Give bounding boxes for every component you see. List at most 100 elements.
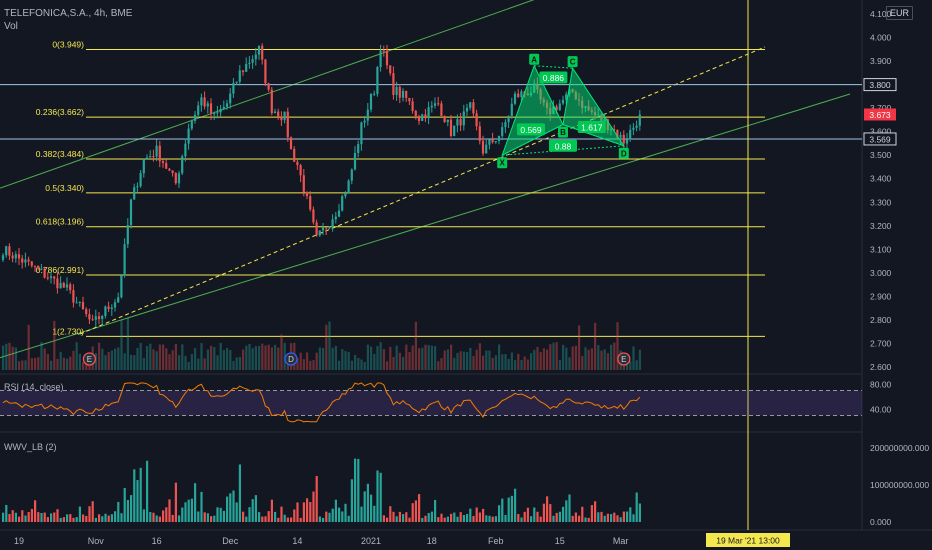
wwv-bar [296, 502, 299, 522]
wwv-bar [626, 511, 629, 522]
volume-bar [210, 345, 213, 370]
candle-body [14, 254, 17, 259]
wwv-bar [101, 516, 104, 522]
wwv-bar [34, 500, 37, 522]
volume-bar [50, 360, 53, 370]
wwv-bar [107, 515, 110, 522]
wwv-bar [290, 517, 293, 522]
wwv-bar [494, 516, 497, 522]
volume-bar [270, 347, 273, 370]
candle-body [289, 137, 293, 149]
wwv-bar [82, 514, 85, 522]
wwv-bar [456, 516, 459, 522]
volume-bar [562, 344, 565, 370]
volume-bar [226, 347, 229, 370]
volume-bar [312, 360, 315, 370]
pattern-ratio-label: 1.617 [581, 122, 603, 132]
candle-body [405, 90, 408, 98]
price-tag-box [863, 78, 897, 92]
candle-body [101, 315, 104, 320]
wwv-bar [309, 502, 312, 522]
volume-bar [107, 352, 110, 370]
wwv-bar [603, 515, 606, 522]
volume-bar [370, 346, 373, 370]
candle-body [497, 135, 501, 142]
volume-bar [254, 346, 257, 370]
pattern-point-label: X [500, 159, 506, 168]
candle-body [193, 114, 197, 121]
wwv-bar [411, 503, 414, 522]
volume-bar [322, 347, 325, 370]
wwv-bar [610, 514, 613, 522]
candle-body [229, 93, 232, 104]
wwv-bar [184, 502, 187, 522]
rsi-line [2, 382, 641, 423]
wwv-bar [549, 504, 552, 522]
volume-bar [466, 352, 469, 370]
wwv-bar [466, 514, 469, 522]
wwv-bar [187, 499, 190, 522]
volume-bar [501, 354, 504, 370]
candle-body [277, 111, 280, 117]
wwv-bar [206, 513, 209, 522]
volume-bar [379, 342, 382, 370]
wwv-bar [635, 492, 638, 522]
candle-body [152, 156, 155, 158]
volume-bar [366, 344, 369, 370]
currency-badge[interactable]: EUR [886, 6, 914, 20]
pattern-point-label: B [560, 128, 566, 137]
candle-body [475, 113, 478, 127]
wwv-bar [18, 516, 21, 522]
pattern-point-label: A [531, 55, 537, 64]
wwv-bar [315, 475, 318, 522]
volume-bar [222, 350, 225, 370]
candle-body [62, 282, 65, 288]
volume-bar [510, 352, 513, 370]
volume-bar [181, 344, 184, 370]
wwv-bar [270, 499, 273, 522]
wwv-bar [216, 507, 219, 522]
wwv-bar [229, 493, 232, 522]
wwv-bar [37, 512, 40, 522]
volume-bar [142, 357, 145, 370]
pattern-ratio-label: 0.569 [520, 125, 542, 135]
wwv-bar [306, 498, 309, 522]
pattern-ratio-label: 0.886 [543, 73, 565, 83]
pattern-point-label: C [570, 58, 576, 67]
wwv-bar [462, 514, 465, 522]
volume-bar [66, 358, 69, 370]
candle-body [21, 258, 24, 263]
wwv-bar [427, 513, 430, 522]
fib-level-label: 0.618(3.196) [36, 217, 84, 227]
wwv-bar [597, 512, 600, 522]
volume-bar [200, 343, 203, 370]
wwv-bar [478, 512, 481, 522]
volume-bar [533, 349, 536, 370]
volume-bar [395, 345, 398, 370]
volume-bar [98, 342, 101, 370]
volume-bar [30, 358, 33, 370]
candle-body [501, 127, 504, 136]
wwv-bar [491, 516, 494, 522]
channel-mid-line [79, 46, 766, 335]
wwv-bar [194, 483, 197, 522]
candle-body [437, 103, 440, 105]
wwv-bar [62, 517, 65, 522]
volume-bar [14, 347, 17, 370]
price-tick-label: 3.400 [870, 174, 892, 184]
price-tick-label: 3.700 [870, 103, 892, 113]
candle-body [149, 156, 152, 158]
candle-body [273, 111, 277, 114]
rsi-label: RSI (14, close) [4, 382, 64, 392]
candle-body [30, 261, 33, 266]
volume-bar [414, 321, 417, 370]
volume-bar [350, 360, 353, 370]
candle-body [206, 103, 209, 107]
candle-body [350, 169, 353, 181]
wwv-tick-label: 100000000.000 [870, 480, 929, 490]
volume-bar [434, 346, 437, 370]
wwv-bar [283, 514, 286, 522]
candle-body [513, 93, 517, 104]
wwv-bar [261, 516, 264, 522]
